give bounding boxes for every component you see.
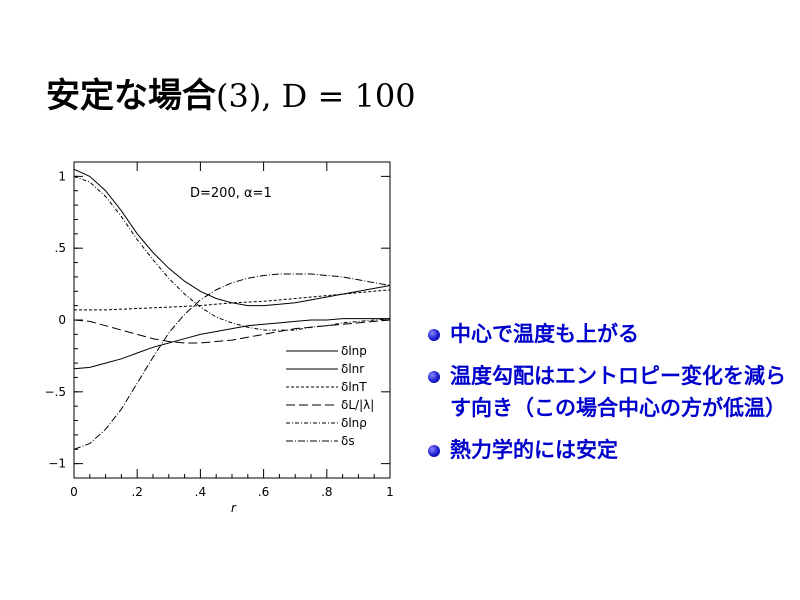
title-japanese: 安定な場合 [46, 76, 216, 116]
chart-legend: δlnp δlnr δlnT δL/|λ| δlnρ δs [286, 344, 374, 448]
title-math: (3), D = 100 [216, 77, 416, 115]
series-line-lnt [74, 289, 391, 311]
x-tick-label: .2 [131, 485, 142, 499]
y-tick-label: .5 [55, 241, 66, 255]
chart-annotation: D=200, α=1 [190, 186, 272, 201]
series-line-l [73, 319, 391, 344]
slide-title: 安定な場合(3), D = 100 [46, 68, 416, 117]
x-tick-label: 0 [70, 485, 78, 499]
series-line-ln [73, 175, 391, 331]
legend-label: δlnT [341, 380, 367, 394]
chart-series [73, 168, 391, 450]
legend-label: δs [341, 434, 355, 448]
plot-frame [73, 161, 391, 479]
y-tick-label: 0 [58, 313, 66, 327]
bullet-list: 中心で温度も上がる 温度勾配はエントロピー変化を減らす向き（この場合中心の方が低… [426, 318, 786, 476]
series-line-lnp [73, 168, 391, 307]
y-tick-label: −1 [48, 457, 66, 471]
series-line-lnr [73, 318, 390, 370]
y-tick-label: 1 [58, 169, 66, 183]
series-line-s [73, 273, 391, 450]
bullet-item: 熱力学的には安定 [426, 434, 786, 466]
legend-label: δL/|λ| [341, 398, 374, 412]
y-tick-label: −.5 [44, 385, 66, 399]
bullet-item: 中心で温度も上がる [426, 318, 786, 350]
bullet-dot-icon [428, 329, 440, 341]
bullet-dot-icon [428, 445, 440, 457]
chart-ticks: 0 .2 .4 .6 .8 1 1 .5 0 −.5 −1 [44, 162, 394, 499]
x-axis-label: r [231, 501, 237, 515]
x-tick-label: 1 [386, 485, 394, 499]
bullet-dot-icon [428, 371, 440, 383]
bullet-item: 温度勾配はエントロピー変化を減らす向き（この場合中心の方が低温） [426, 360, 786, 424]
legend-label: δlnp [341, 344, 367, 358]
legend-label: δlnρ [341, 416, 367, 430]
x-tick-label: .4 [195, 485, 206, 499]
legend-label: δlnr [341, 362, 364, 376]
x-tick-label: .8 [321, 485, 332, 499]
x-tick-label: .6 [258, 485, 269, 499]
